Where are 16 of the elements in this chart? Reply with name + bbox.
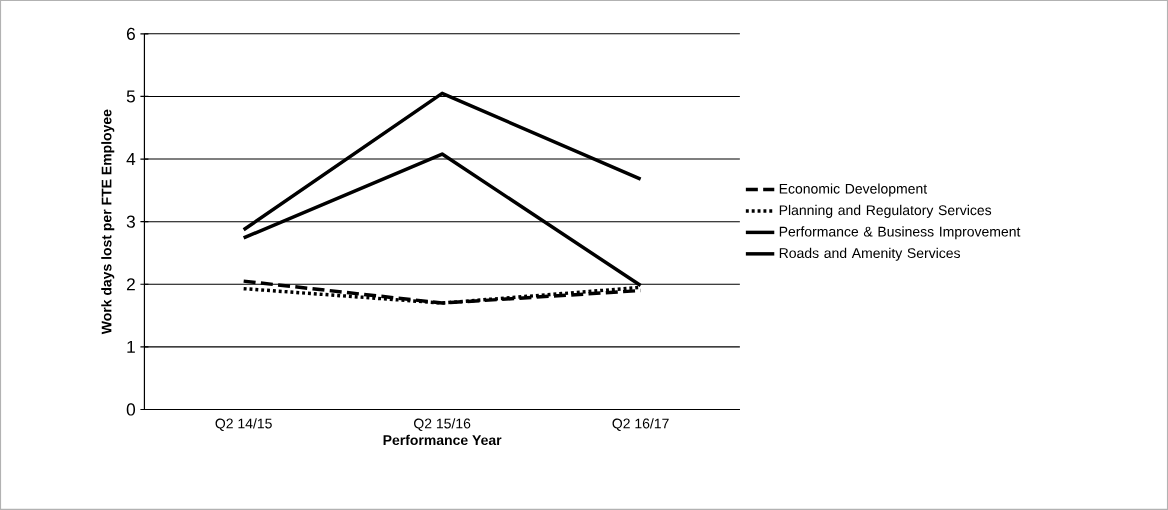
x-axis-title: Performance Year [383, 434, 502, 446]
y-tick-label: 1 [127, 340, 135, 353]
x-tick-label: Q2 16/17 [612, 418, 669, 431]
legend-label: Performance & Business Improvement [779, 226, 1021, 240]
legend-label: Economic Development [779, 183, 928, 197]
y-tick-label: 6 [126, 27, 135, 40]
y-tick-label: 5 [126, 90, 135, 103]
x-tick-label: Q2 14/15 [215, 418, 272, 431]
legend-label: Roads and Amenity Services [779, 247, 961, 261]
legend-label: Planning and Regulatory Services [779, 204, 992, 218]
y-axis-title: Work days lost per FTE Employee [101, 109, 115, 335]
y-tick-label: 2 [126, 278, 135, 291]
y-tick-label: 0 [126, 403, 136, 416]
x-tick-label: Q2 15/16 [414, 418, 471, 431]
y-tick-label: 4 [126, 153, 136, 166]
y-tick-label: 3 [126, 215, 135, 228]
